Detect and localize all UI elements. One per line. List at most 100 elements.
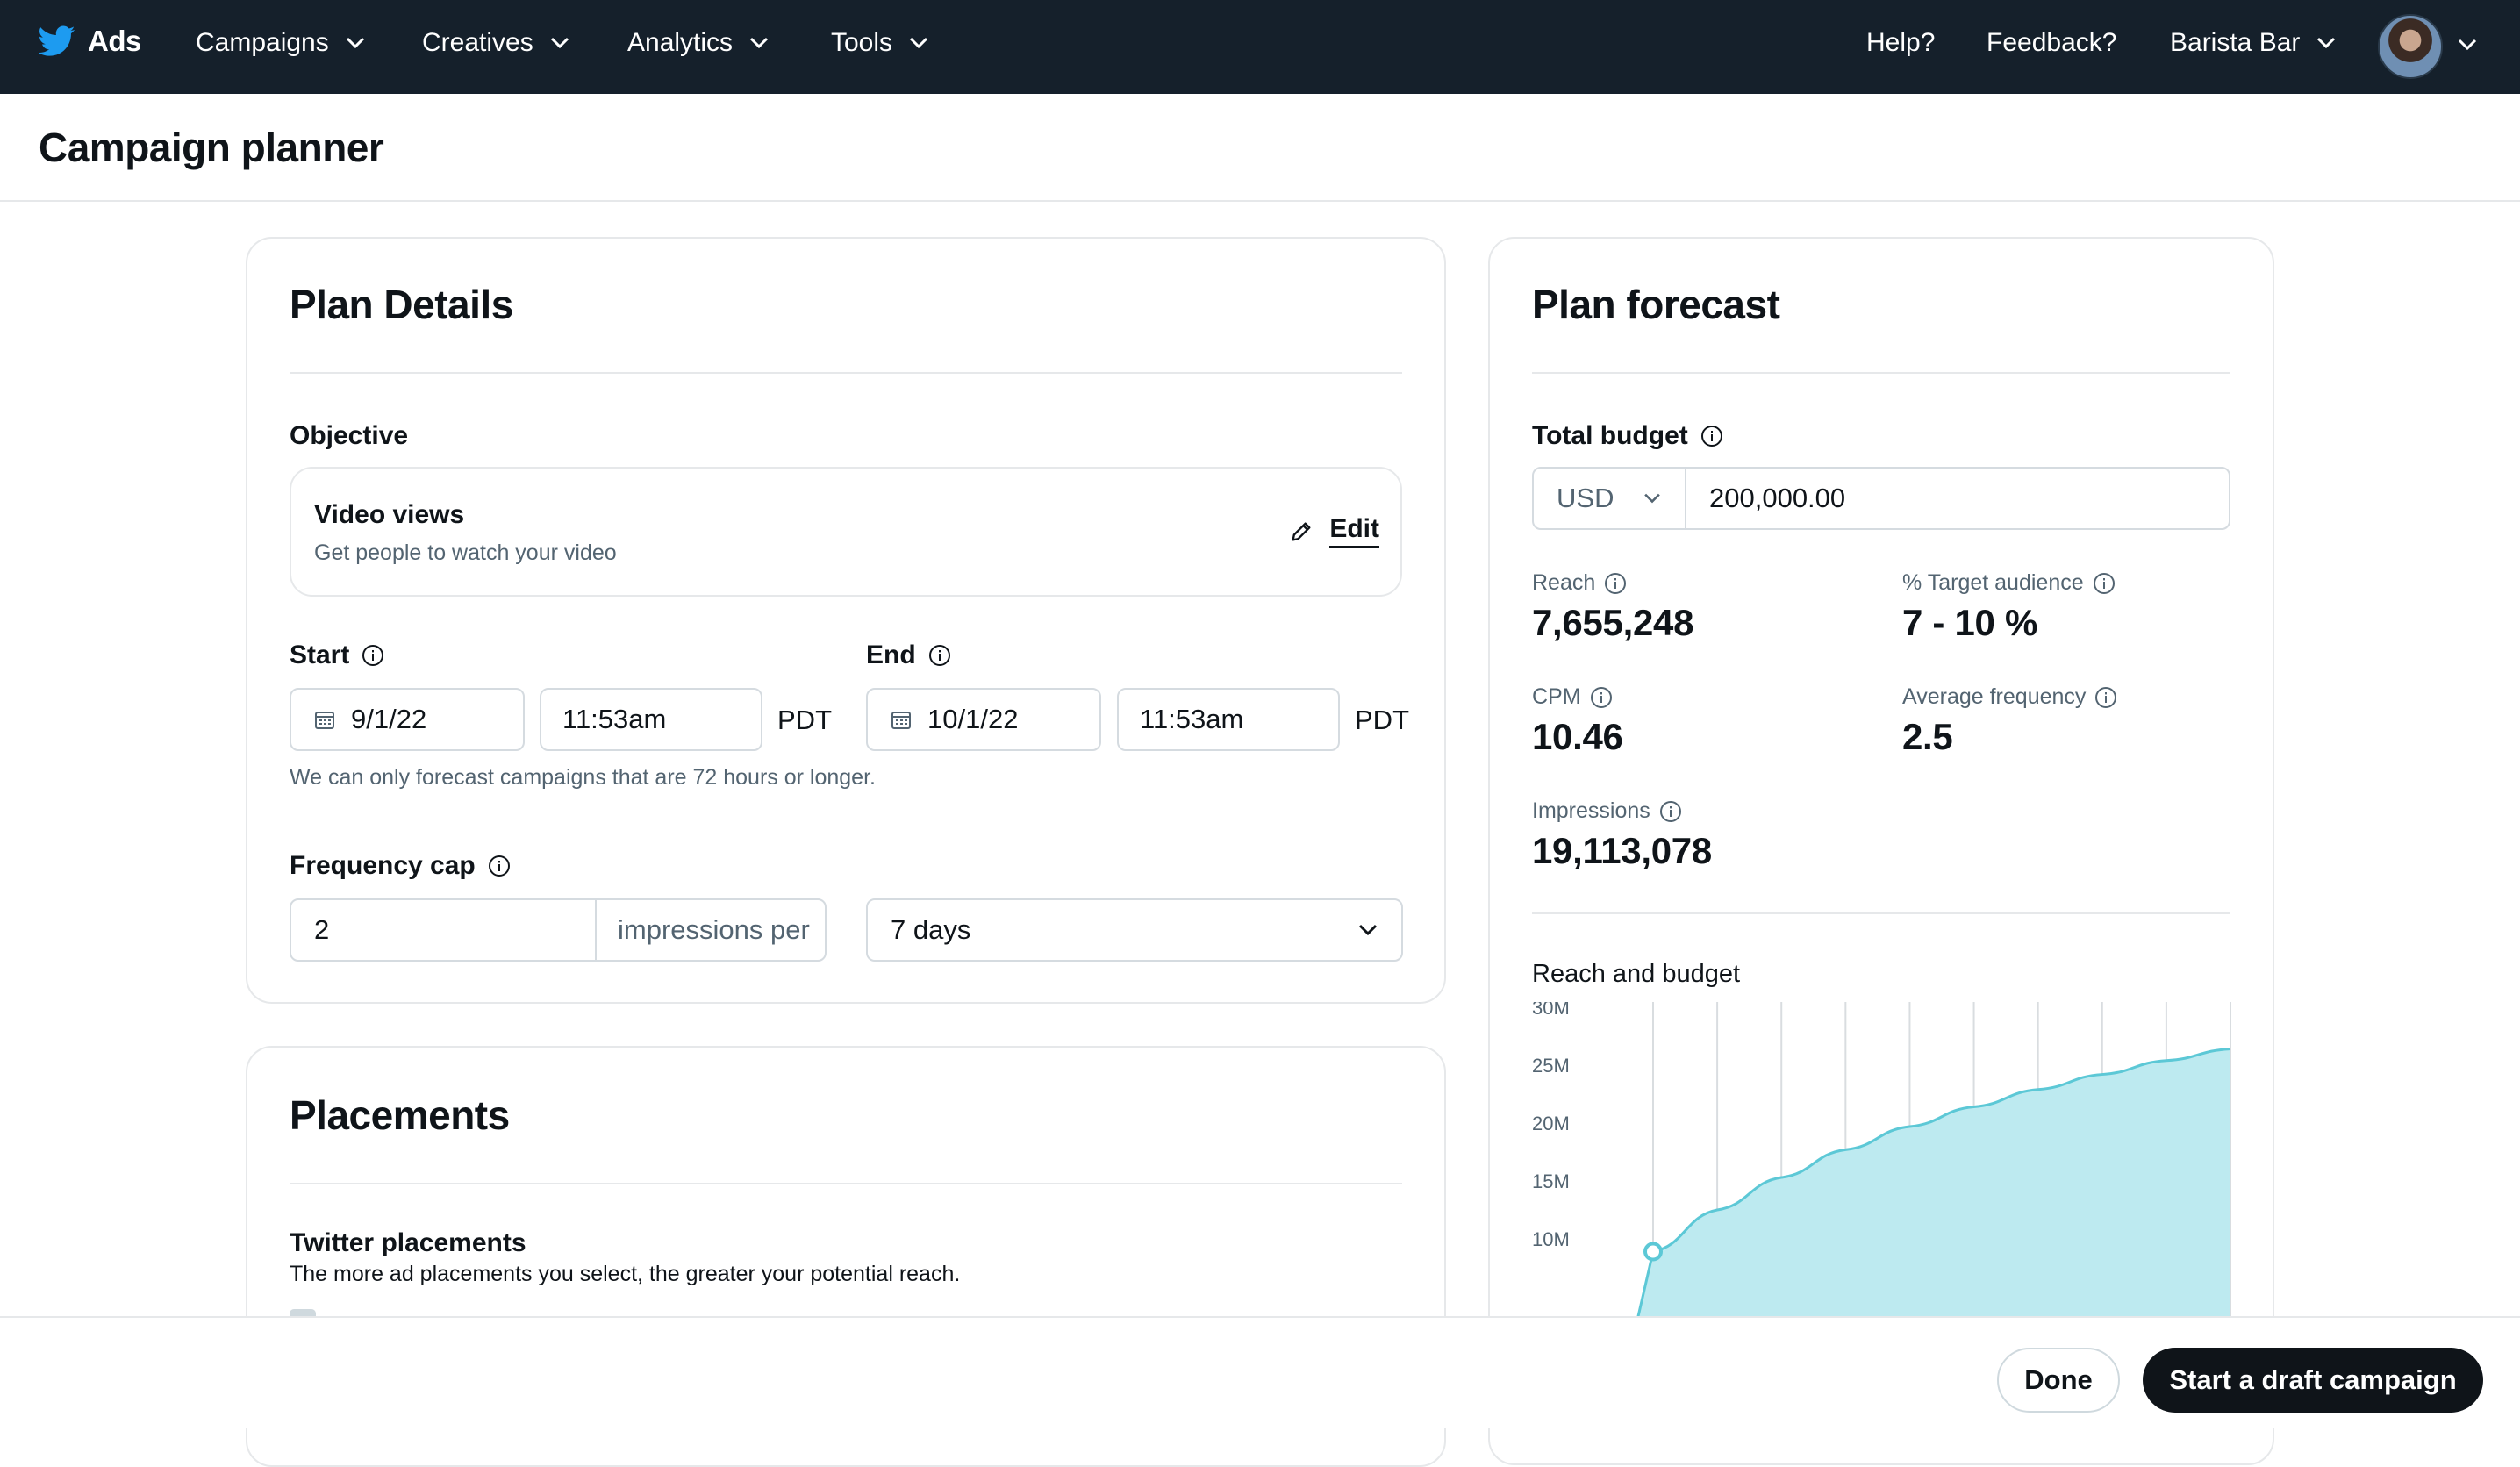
twitter-placements-label: Twitter placements [290,1228,526,1258]
end-label-text: End [866,640,916,669]
target-audience-label: % Target audience [1902,570,2116,596]
feedback-link[interactable]: Feedback? [1987,28,2116,58]
start-draft-campaign-button[interactable]: Start a draft campaign [2143,1348,2483,1413]
avatar[interactable] [2378,14,2443,79]
forecast-duration-note: We can only forecast campaigns that are … [290,765,876,790]
edit-label: Edit [1329,514,1379,548]
page-title: Campaign planner [39,125,384,170]
plan-details-card: Plan Details Objective Video views Get p… [246,237,1446,1004]
reach-area [1637,1048,2230,1318]
info-icon[interactable] [1700,425,1723,447]
twitter-placements-subtitle: The more ad placements you select, the g… [290,1262,961,1286]
start-time-input[interactable]: 11:53am [540,688,762,751]
account-switcher[interactable]: Barista Bar [2170,28,2337,58]
start-timezone: PDT [777,705,832,735]
total-budget-label-text: Total budget [1532,421,1688,450]
reach-label: Reach [1532,570,1627,596]
chart-title: Reach and budget [1532,960,1741,988]
account-name: Barista Bar [2170,28,2301,57]
nav-tools[interactable]: Tools [831,28,929,58]
info-icon[interactable] [1604,572,1627,595]
objective-box: Video views Get people to watch your vid… [290,467,1402,597]
target-audience-label-text: % Target audience [1902,570,2084,595]
chart-marker[interactable] [1643,1242,1663,1262]
start-time-value: 11:53am [562,704,667,734]
total-budget-label: Total budget [1532,421,1723,451]
impressions-label-text: Impressions [1532,798,1650,823]
placements-title: Placements [290,1092,510,1138]
info-icon[interactable] [2093,572,2116,595]
edit-objective-button[interactable]: Edit [1289,514,1379,548]
page-header: Campaign planner [0,94,2520,202]
info-icon[interactable] [1590,686,1613,709]
twitter-bird-icon [39,25,75,56]
start-label-text: Start [290,640,350,669]
info-icon[interactable] [928,644,951,667]
pencil-icon [1292,522,1311,540]
end-label: End [866,640,951,670]
brand-logo[interactable]: Ads [39,25,141,58]
objective-label-text: Objective [290,421,409,450]
nav-creatives[interactable]: Creatives [422,28,570,58]
budget-value: 200,000.00 [1709,483,1846,513]
objective-label: Objective [290,421,408,451]
objective-title: Video views [314,500,465,529]
chevron-down-icon [909,37,928,49]
chevron-down-icon [1644,493,1660,504]
cpm-label-text: CPM [1532,684,1581,709]
frequency-period-select[interactable]: 7 days [866,898,1403,962]
calendar-icon [315,712,334,729]
impressions-label: Impressions [1532,798,1682,824]
info-icon[interactable] [1659,800,1682,823]
objective-subtitle: Get people to watch your video [314,540,617,565]
divider [290,372,1402,374]
nav-analytics-label: Analytics [627,28,734,57]
end-timezone: PDT [1355,705,1409,735]
calendar-icon [891,712,911,729]
frequency-cap-label-text: Frequency cap [290,851,476,880]
divider [290,1183,1402,1184]
end-date-input[interactable]: 10/1/22 [866,688,1101,751]
plan-forecast-title: Plan forecast [1532,282,1780,327]
nav-creatives-label: Creatives [422,28,533,57]
frequency-cap-unit: impressions per [618,914,810,945]
y-tick-label: 25M [1532,1055,1570,1077]
total-budget-input[interactable]: USD 200,000.00 [1532,467,2230,530]
nav-tools-label: Tools [831,28,893,57]
start-label: Start [290,640,384,670]
divider [1532,372,2230,374]
reach-value: 7,655,248 [1532,602,1694,643]
plan-forecast-card: Plan forecast Total budget USD 200,000.0… [1488,237,2274,1465]
end-time-value: 11:53am [1140,704,1244,734]
info-icon[interactable] [2094,686,2117,709]
frequency-cap-value: 2 [291,900,597,960]
end-time-input[interactable]: 11:53am [1117,688,1340,751]
cpm-value: 10.46 [1532,716,1623,757]
frequency-period-value: 7 days [891,914,971,945]
reach-label-text: Reach [1532,570,1596,595]
info-icon[interactable] [362,644,384,667]
nav-campaigns[interactable]: Campaigns [196,28,366,58]
divider [1532,912,2230,914]
chevron-down-icon [550,37,569,49]
help-link[interactable]: Help? [1866,28,1935,58]
currency-select[interactable]: USD [1534,469,1686,528]
frequency-cap-input[interactable]: 2 impressions per [290,898,827,962]
impressions-value: 19,113,078 [1532,830,1712,871]
top-navigation: Ads Campaigns Creatives Analytics Tools … [0,0,2520,94]
average-frequency-label-text: Average frequency [1902,684,2087,709]
start-date-value: 9/1/22 [351,704,427,734]
y-tick-label: 20M [1532,1113,1570,1134]
done-button[interactable]: Done [1997,1348,2120,1413]
plan-details-title: Plan Details [290,282,513,327]
reach-line [1636,1048,2231,1318]
currency-value: USD [1557,483,1614,513]
start-date-input[interactable]: 9/1/22 [290,688,525,751]
nav-analytics[interactable]: Analytics [627,28,770,58]
brand-label: Ads [88,25,141,57]
average-frequency-label: Average frequency [1902,684,2117,710]
reach-budget-chart: 30M 25M 20M 15M 10M [1532,1002,2231,1318]
chevron-down-icon[interactable] [2457,38,2478,52]
info-icon[interactable] [488,855,511,877]
chevron-down-icon [346,37,364,49]
